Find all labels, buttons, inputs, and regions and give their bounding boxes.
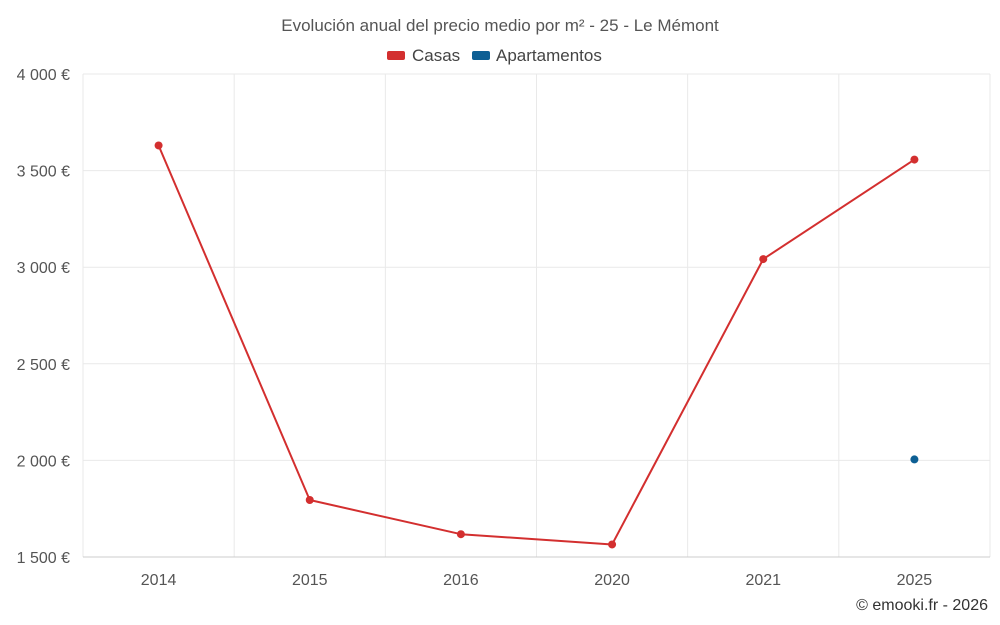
grid-layer (82, 73, 991, 558)
y-tick-label: 3 000 € (17, 260, 70, 277)
legend-swatch-casas[interactable] (387, 51, 405, 60)
data-point-casas (608, 540, 617, 549)
data-point-casas (154, 141, 163, 150)
data-point-apartamentos (910, 455, 919, 464)
x-tick-label: 2020 (594, 572, 630, 589)
legend: Casas Apartamentos (387, 46, 602, 65)
legend-label-casas[interactable]: Casas (412, 46, 460, 65)
legend-swatch-apartamentos[interactable] (472, 51, 490, 60)
axis-layer: 1 500 € 2 000 € 2 500 € 3 000 € 3 500 € 4 000… (17, 67, 990, 589)
data-point-casas (305, 496, 314, 505)
legend-label-apartamentos[interactable]: Apartamentos (496, 46, 602, 65)
data-point-casas (456, 530, 465, 539)
series-line-casas (157, 145, 915, 546)
chart-title: Evolución anual del precio medio por m² … (281, 16, 719, 35)
credit-text: © emooki.fr - 2026 (856, 597, 988, 614)
data-point-casas (910, 155, 919, 164)
y-tick-label: 1 500 € (17, 550, 70, 567)
x-tick-label: 2015 (292, 572, 328, 589)
y-tick-label: 2 000 € (17, 453, 70, 470)
x-tick-label: 2021 (745, 572, 781, 589)
x-tick-label: 2016 (443, 572, 479, 589)
y-tick-label: 4 000 € (17, 67, 70, 84)
y-tick-label: 2 500 € (17, 357, 70, 374)
x-tick-label: 2014 (141, 572, 177, 589)
series-layer (154, 141, 919, 549)
x-tick-label: 2025 (897, 572, 933, 589)
y-tick-label: 3 500 € (17, 164, 70, 181)
data-point-casas (759, 255, 768, 264)
